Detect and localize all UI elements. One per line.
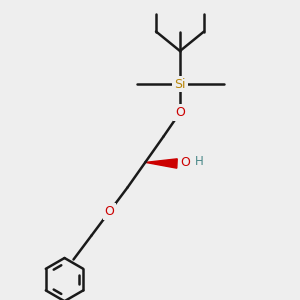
Text: O: O <box>175 106 185 119</box>
Text: O: O <box>181 156 190 170</box>
Text: Si: Si <box>174 77 186 91</box>
Text: H: H <box>194 155 203 168</box>
Polygon shape <box>146 159 177 168</box>
Text: O: O <box>105 205 114 218</box>
